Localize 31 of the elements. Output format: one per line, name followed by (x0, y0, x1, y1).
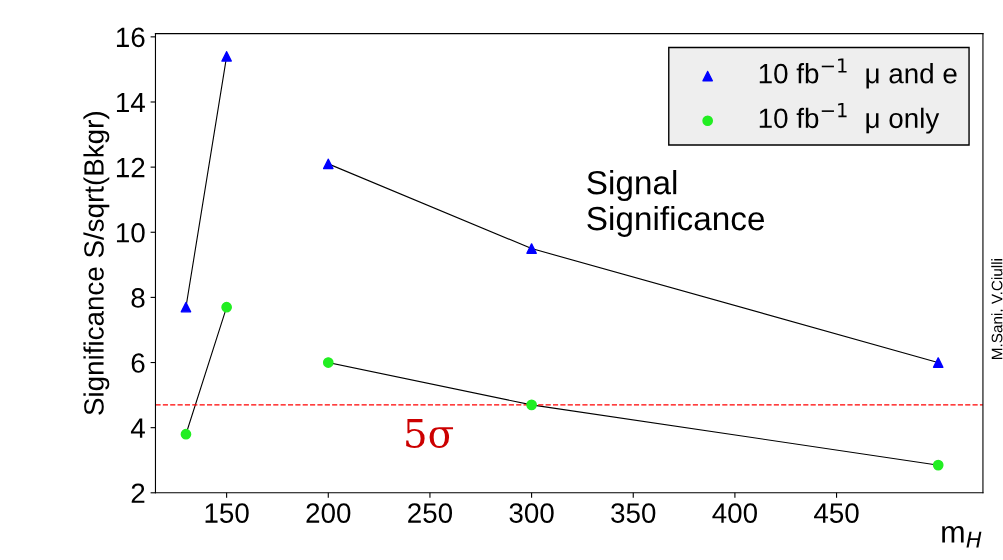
y-tick-label: 12 (116, 157, 145, 178)
point (526, 243, 537, 254)
x-tick-label: 450 (814, 503, 859, 523)
legend-label: 10 fb$^{−1}$ μ and e (759, 58, 957, 89)
point (322, 357, 334, 368)
y-tick-label: 4 (130, 418, 145, 438)
y-tick-label: 14 (116, 92, 145, 113)
y-tick-label: 2 (131, 483, 145, 503)
x-axis-title: m$_{H}$ (942, 526, 982, 548)
point (180, 301, 192, 313)
point (932, 357, 944, 368)
point (932, 459, 944, 471)
y-tick-label: 6 (131, 353, 145, 373)
point (526, 399, 537, 411)
point (221, 51, 232, 62)
legend-label: 10 fb$^{−1}$ μ only (759, 103, 940, 134)
x-tick-label: 250 (408, 503, 453, 523)
y-tick-label: 8 (131, 288, 145, 308)
x-tick-label: 200 (306, 503, 351, 523)
x-tick-label: 150 (205, 503, 249, 523)
ref-line-label: 5σ (406, 419, 454, 448)
y-axis-title: Significance S/sqrt(Bkgr) (83, 112, 110, 415)
x-tick-label: 350 (611, 503, 656, 523)
annotation: Signal Significance (587, 170, 765, 237)
point (180, 428, 192, 440)
y-tick-label: 16 (116, 27, 145, 48)
y-tick-label: 10 (116, 222, 145, 243)
point (322, 158, 334, 170)
point (221, 301, 232, 313)
x-tick-label: 300 (509, 503, 554, 523)
x-tick-label: 400 (712, 503, 757, 523)
